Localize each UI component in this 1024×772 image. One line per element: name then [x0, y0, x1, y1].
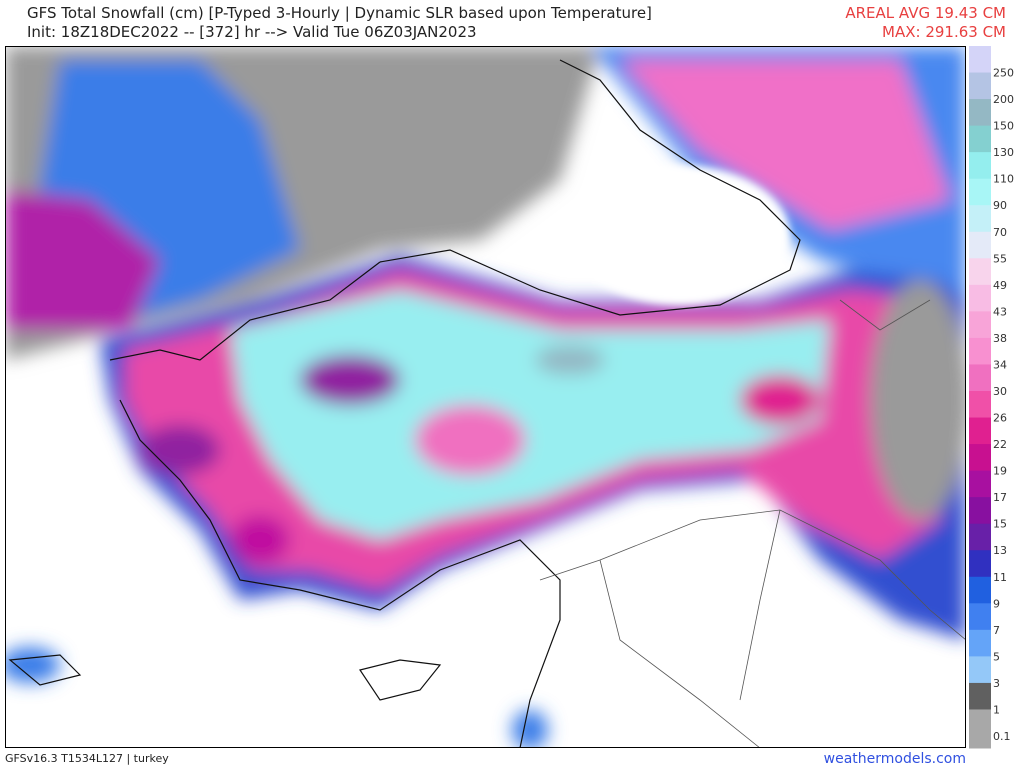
colorbar-label: 38 [993, 332, 1007, 345]
borders [539, 299, 966, 748]
crete [8, 654, 82, 686]
colorbar-label: 70 [993, 226, 1007, 239]
snow-field [5, 46, 966, 748]
init-line: Init: 18Z18DEC2022 -- [372] hr --> Valid… [27, 23, 477, 41]
colorbar-label: 90 [993, 199, 1007, 212]
black-sea [570, 165, 790, 305]
colorbar-segment [969, 178, 991, 206]
colorbar-label: 55 [993, 252, 1007, 265]
model-info: GFSv16.3 T1534L127 | turkey [5, 752, 169, 765]
colorbar-label: 34 [993, 358, 1007, 371]
colorbar-label: 7 [993, 624, 1000, 637]
purple-blob [300, 355, 400, 405]
colorbar-label: 43 [993, 305, 1007, 318]
colorbar-segment [969, 656, 991, 684]
pink-blob [415, 405, 525, 475]
colorbar-label: 13 [993, 544, 1007, 557]
pink-zone [620, 60, 950, 230]
coastlines [8, 59, 801, 748]
border [539, 509, 966, 641]
colorbar-label: 15 [993, 518, 1007, 531]
areal-avg: AREAL AVG 19.43 CM [845, 4, 1006, 22]
colorbar-segment [969, 46, 991, 74]
colorbar-label: 110 [993, 173, 1014, 186]
colorbar-segment [969, 258, 991, 286]
colorbar-label: 3 [993, 677, 1000, 690]
colorbar-segment [969, 337, 991, 365]
colorbar-segment [969, 72, 991, 100]
blue-blob [5, 647, 60, 683]
purple-blob [230, 515, 290, 565]
colorbar-label: 0.1 [993, 730, 1011, 743]
colorbar-segment [969, 205, 991, 233]
colorbar-label: 250 [993, 67, 1014, 80]
colorbar-label: 19 [993, 465, 1007, 478]
colorbar-segment [969, 284, 991, 312]
border [839, 299, 931, 331]
colorbar-label: 11 [993, 571, 1007, 584]
colorbar-label: 130 [993, 146, 1014, 159]
cyprus [359, 659, 442, 701]
purple-blob [140, 425, 220, 475]
title: GFS Total Snowfall (cm) [P-Typed 3-Hourl… [27, 4, 652, 22]
colorbar-segment [969, 444, 991, 472]
colorbar-segment [969, 311, 991, 339]
colorbar-label: 22 [993, 438, 1007, 451]
teal-blob [535, 345, 605, 375]
max-value: MAX: 291.63 CM [882, 23, 1006, 41]
colorbar-segment [969, 125, 991, 153]
blue-blob [512, 710, 548, 748]
colorbar-label: 200 [993, 93, 1014, 106]
border [599, 559, 761, 748]
cyan-field [230, 290, 830, 540]
colorbar-segment [969, 391, 991, 419]
colorbar-segment [969, 417, 991, 445]
colorbar-label: 26 [993, 412, 1007, 425]
colorbar-label: 9 [993, 597, 1000, 610]
colorbar-segment [969, 709, 991, 749]
purple-zone [5, 190, 160, 330]
map [5, 46, 966, 748]
colorbar-segment [969, 550, 991, 578]
colorbar-label: 49 [993, 279, 1007, 292]
colorbar-segment [969, 231, 991, 259]
colorbar-label: 30 [993, 385, 1007, 398]
pink-blob [740, 375, 820, 425]
border [739, 509, 781, 701]
colorbar-label: 150 [993, 120, 1014, 133]
colorbar-segment [969, 364, 991, 392]
colorbar-segment [969, 497, 991, 525]
source-link: weathermodels.com [824, 751, 966, 767]
colorbar-label: 5 [993, 650, 1000, 663]
colorbar-label: 1 [993, 703, 1000, 716]
colorbar-segment [969, 99, 991, 127]
colorbar-label: 17 [993, 491, 1007, 504]
gray-zone [870, 280, 966, 520]
coastline [109, 261, 381, 361]
colorbar: 2502001501301109070554943383430262219171… [969, 46, 1014, 749]
colorbar-segment [969, 152, 991, 180]
colorbar-segment [969, 576, 991, 604]
coastline [379, 59, 801, 316]
colorbar-segment [969, 629, 991, 657]
colorbar-segment [969, 470, 991, 498]
colorbar-segment [969, 682, 991, 710]
colorbar-segment [969, 523, 991, 551]
coastline [119, 399, 561, 748]
colorbar-segment [969, 603, 991, 631]
